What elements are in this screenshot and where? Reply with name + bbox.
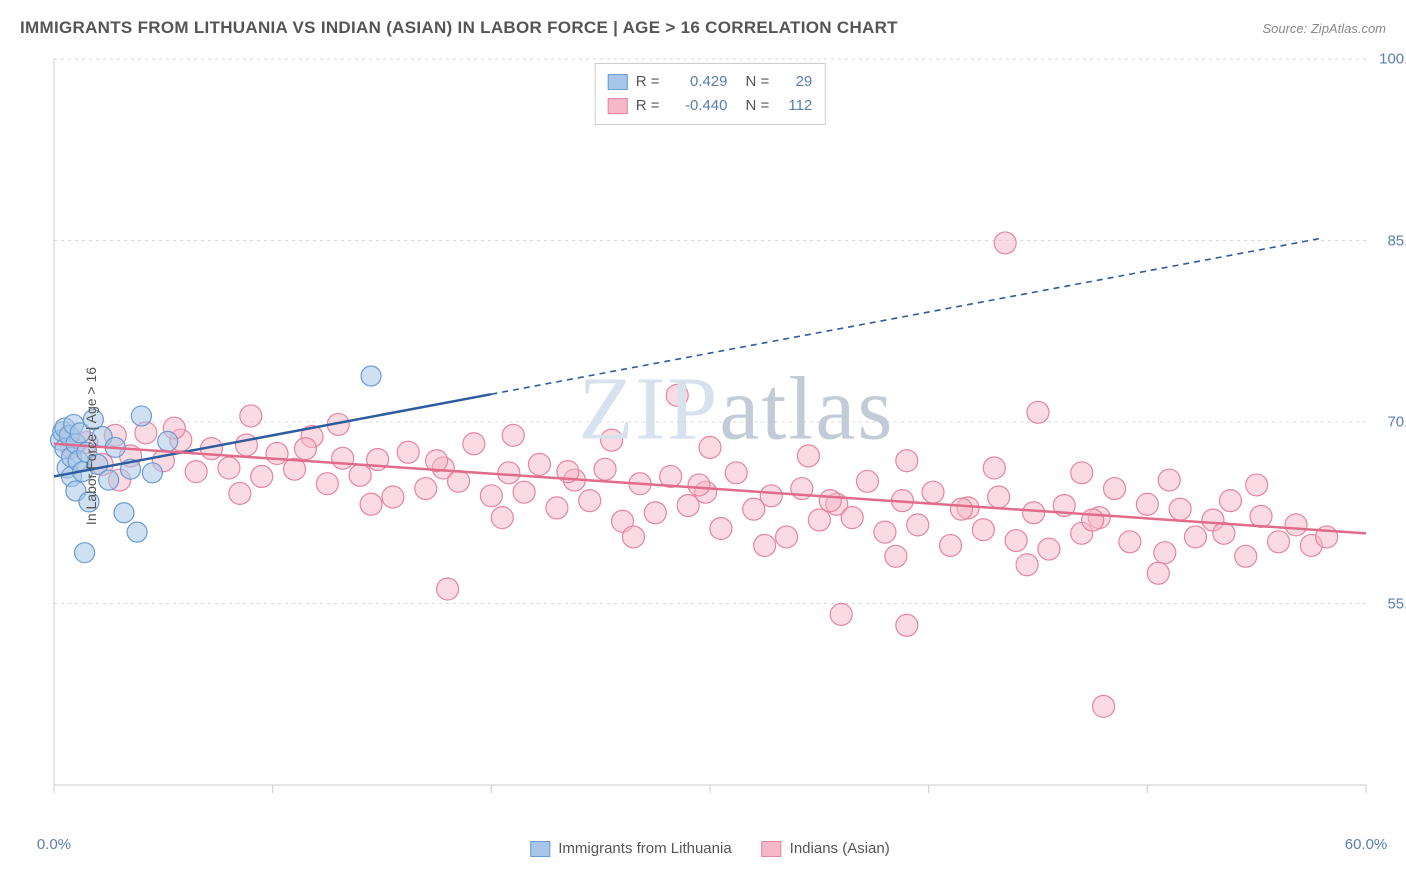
legend-row-indian: R = -0.440 N = 112: [608, 94, 813, 118]
r-value-indian: -0.440: [668, 94, 728, 118]
legend-series: Immigrants from Lithuania Indians (Asian…: [530, 840, 889, 857]
y-tick-label: 85.0%: [1387, 232, 1406, 249]
title-bar: IMMIGRANTS FROM LITHUANIA VS INDIAN (ASI…: [20, 18, 1386, 38]
y-tick-label: 70.0%: [1387, 414, 1406, 431]
swatch-icon: [530, 841, 550, 857]
swatch-icon: [762, 841, 782, 857]
correlation-chart: [50, 55, 1370, 825]
swatch-indian: [608, 98, 628, 114]
y-tick-label: 100.0%: [1379, 51, 1406, 68]
legend-label: Indians (Asian): [790, 840, 890, 857]
n-value-indian: 112: [777, 94, 812, 118]
legend-row-lithuania: R = 0.429 N = 29: [608, 70, 813, 94]
swatch-lithuania: [608, 74, 628, 90]
source-label: Source: ZipAtlas.com: [1262, 21, 1386, 36]
y-axis-label: In Labor Force | Age > 16: [83, 367, 99, 525]
n-value-lithuania: 29: [777, 70, 812, 94]
legend-label: Immigrants from Lithuania: [558, 840, 731, 857]
legend-correlation: R = 0.429 N = 29 R = -0.440 N = 112: [595, 63, 826, 125]
x-tick-label: 0.0%: [37, 836, 71, 853]
plot-area: ZIPatlas R = 0.429 N = 29 R = -0.440 N =…: [50, 55, 1370, 825]
legend-item-indian: Indians (Asian): [762, 840, 890, 857]
legend-item-lithuania: Immigrants from Lithuania: [530, 840, 731, 857]
r-value-lithuania: 0.429: [668, 70, 728, 94]
x-tick-label: 60.0%: [1345, 836, 1388, 853]
y-tick-label: 55.0%: [1387, 595, 1406, 612]
chart-title: IMMIGRANTS FROM LITHUANIA VS INDIAN (ASI…: [20, 18, 898, 38]
